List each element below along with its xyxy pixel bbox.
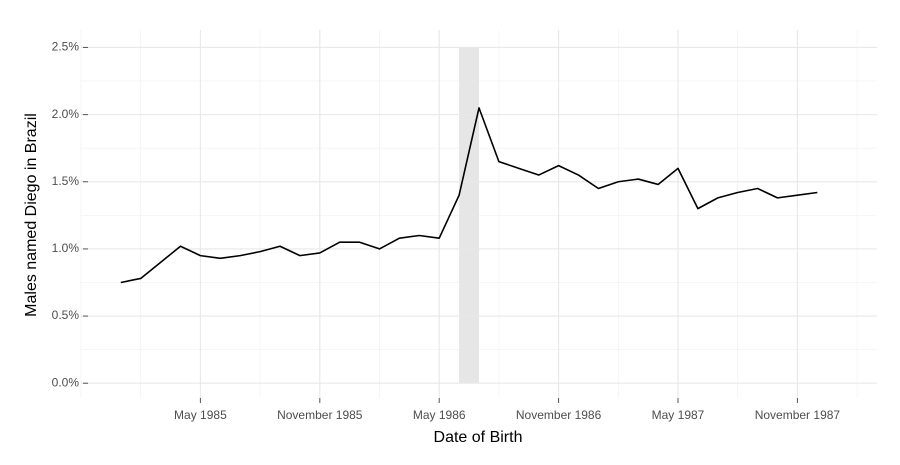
x-tick-label: May 1985	[174, 408, 227, 422]
y-axis-title: Males named Diego in Brazil	[23, 113, 40, 317]
line	[120, 107, 818, 284]
y-tick-label: 0.5%	[52, 308, 80, 322]
y-tick-label: 0.0%	[52, 375, 80, 389]
x-tick-label: May 1986	[413, 408, 466, 422]
y-tick-label: 2.0%	[52, 107, 80, 121]
x-tick-label: November 1986	[516, 408, 602, 422]
x-tick-label: November 1985	[277, 408, 363, 422]
y-tick-label: 2.5%	[52, 40, 80, 54]
y-tick-label: 1.5%	[52, 174, 80, 188]
x-tick-label: May 1987	[652, 408, 705, 422]
x-axis-title: Date of Birth	[434, 429, 523, 446]
x-tick-label: November 1987	[755, 408, 841, 422]
y-tick-label: 1.0%	[52, 241, 80, 255]
shaded-region	[459, 47, 479, 384]
